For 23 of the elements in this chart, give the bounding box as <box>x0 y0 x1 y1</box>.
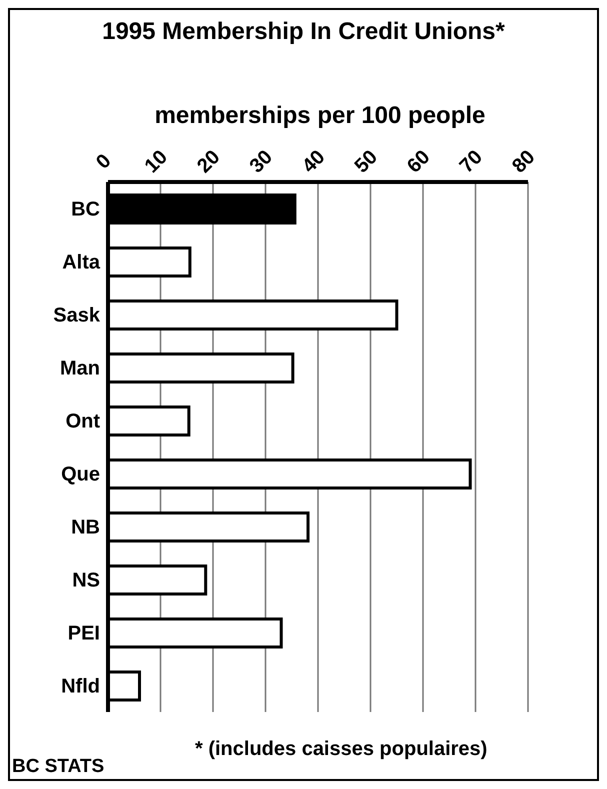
x-tick-label: 40 <box>298 146 330 178</box>
y-tick-label: NS <box>72 570 100 592</box>
chart-title: 1995 Membership In Credit Unions* <box>101 18 506 46</box>
x-tick-label: 60 <box>403 146 434 178</box>
x-tick-label: 70 <box>456 146 487 178</box>
x-tick-label: 10 <box>140 146 172 178</box>
x-tick-label: 50 <box>350 146 382 178</box>
y-tick-label: Que <box>61 464 100 486</box>
x-tick-label: 30 <box>246 146 277 178</box>
y-tick-label: Sask <box>53 304 101 327</box>
y-tick-label: Nfld <box>61 676 100 698</box>
y-tick-label: Alta <box>62 252 101 274</box>
x-axis-title: memberships per 100 people <box>154 102 486 130</box>
y-tick-label: Man <box>60 358 100 380</box>
y-tick-label: NB <box>71 516 100 539</box>
text: BC STATS <box>12 756 104 778</box>
text: * (includes caisses populaires) <box>195 738 488 761</box>
x-tick-label: 0 <box>92 150 116 174</box>
y-tick-label: PEI <box>68 622 100 645</box>
y-tick-label: BC <box>71 198 100 221</box>
y-tick-label: Ont <box>66 410 100 433</box>
x-tick-label: 80 <box>508 146 540 178</box>
x-tick-label: 20 <box>193 146 224 178</box>
